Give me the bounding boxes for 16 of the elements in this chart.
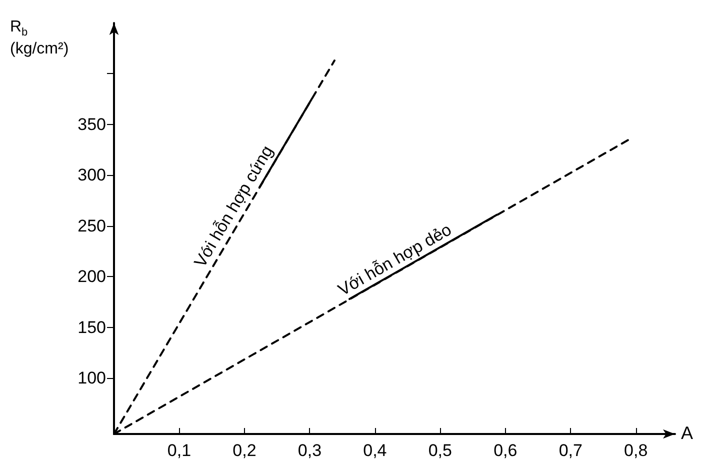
y-tick-label: 150 bbox=[78, 318, 106, 337]
x-tick-label: 0,8 bbox=[624, 441, 648, 460]
x-tick-label: 0,5 bbox=[428, 441, 452, 460]
y-tick-label: 350 bbox=[78, 114, 106, 134]
x-tick-label: 0,7 bbox=[558, 441, 582, 460]
y-tick-label: 200 bbox=[78, 267, 106, 286]
y-tick-label: 250 bbox=[78, 216, 106, 236]
x-tick-label: 0,4 bbox=[363, 441, 387, 460]
x-tick-label: 0,2 bbox=[232, 441, 256, 460]
annotation: Với hỗn hợp dẻo bbox=[334, 220, 455, 300]
x-axis-title: A bbox=[681, 423, 694, 443]
y-tick-label: 100 bbox=[78, 368, 106, 388]
y-tick-label: 300 bbox=[78, 166, 106, 185]
x-tick-label: 0,3 bbox=[298, 441, 322, 460]
x-tick-label: 0,1 bbox=[167, 441, 192, 460]
x-tick-label: 0,6 bbox=[494, 441, 518, 460]
